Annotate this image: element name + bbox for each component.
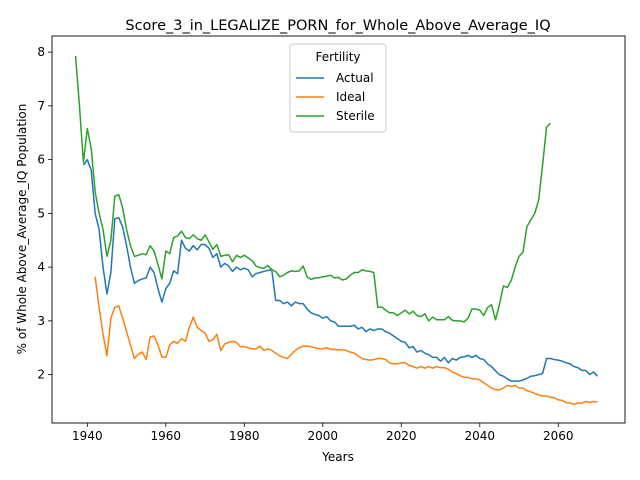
legend-title: Fertility <box>315 50 360 64</box>
plot-frame <box>51 35 626 424</box>
y-tick-label: 3 <box>37 314 45 328</box>
x-tick-label: 1940 <box>72 429 103 443</box>
y-tick-label: 4 <box>37 260 45 274</box>
y-tick-label: 7 <box>37 99 45 113</box>
y-tick-label: 6 <box>37 153 45 167</box>
y-tick-label: 5 <box>37 206 45 220</box>
x-tick-label: 2020 <box>386 429 417 443</box>
legend-entries: Actual Ideal Sterile <box>296 71 375 123</box>
legend: Fertility Actual Ideal Sterile <box>289 43 387 133</box>
x-tick-label: 1960 <box>151 429 182 443</box>
y-axis: 2 3 4 5 6 7 8 <box>37 45 52 382</box>
legend-box <box>289 43 387 133</box>
x-tick-label: 2060 <box>543 429 574 443</box>
y-tick-label: 8 <box>37 45 45 59</box>
x-tick-label: 1980 <box>229 429 260 443</box>
series-line-actual <box>82 158 599 382</box>
chart-title: Score_3_in_LEGALIZE_PORN_for_Whole_Above… <box>125 18 550 34</box>
x-axis: 1940 1960 1980 2000 2020 2040 2060 <box>72 423 574 443</box>
series-line-sterile <box>74 55 551 323</box>
x-tick-label: 2000 <box>308 429 339 443</box>
x-axis-label: Years <box>321 450 354 464</box>
series-line-ideal <box>94 276 598 405</box>
series-lines <box>74 55 599 405</box>
y-tick-label: 2 <box>37 368 45 382</box>
x-tick-label: 2040 <box>465 429 496 443</box>
legend-label-ideal: Ideal <box>336 90 365 104</box>
legend-label-actual: Actual <box>336 71 374 85</box>
legend-label-sterile: Sterile <box>336 109 375 123</box>
y-axis-label: % of Whole Above_Average_IQ Population <box>15 104 29 355</box>
